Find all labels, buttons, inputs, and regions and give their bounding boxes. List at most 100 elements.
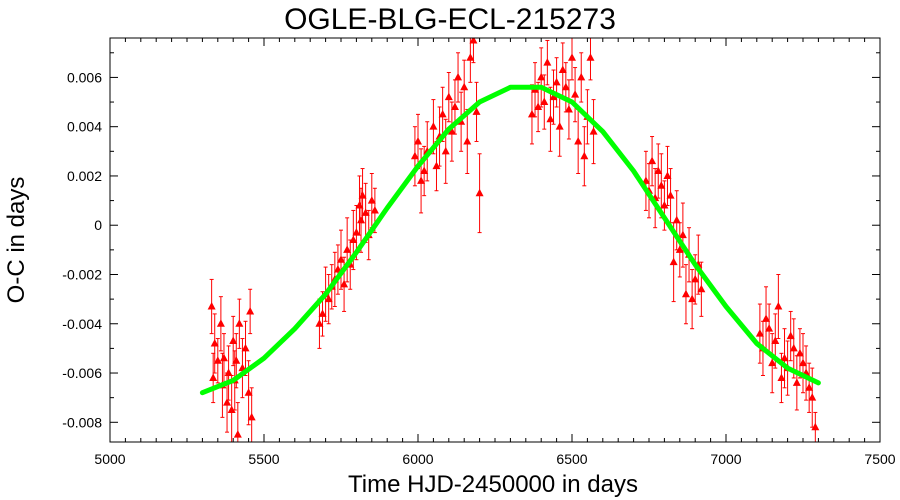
data-point (454, 52, 463, 103)
triangle-marker (223, 398, 232, 406)
data-point (641, 150, 650, 211)
triangle-marker (247, 412, 256, 421)
triangle-marker (463, 136, 472, 145)
data-point (589, 99, 598, 165)
triangle-marker (672, 215, 681, 224)
triangle-marker (669, 257, 678, 266)
triangle-marker (774, 302, 783, 310)
triangle-marker (340, 279, 349, 288)
triangle-marker (549, 92, 558, 101)
data-point (361, 182, 370, 243)
data-point (469, 38, 478, 64)
triangle-marker (241, 343, 250, 352)
data-point (227, 374, 236, 442)
model-line (199, 84, 821, 396)
triangle-marker (444, 92, 453, 101)
triangle-marker (357, 215, 366, 224)
triangle-marker (586, 53, 595, 61)
triangle-marker (543, 58, 552, 66)
data-point (586, 38, 595, 81)
x-tick-label: 5000 (94, 451, 125, 467)
y-tick-label: 0.002 (67, 168, 102, 184)
data-point (213, 338, 222, 384)
triangle-marker (370, 205, 379, 214)
triangle-marker (768, 358, 777, 367)
triangle-marker (367, 196, 376, 204)
data-point (789, 318, 798, 379)
triangle-marker (540, 97, 549, 106)
data-point (229, 315, 238, 367)
data-point (534, 81, 543, 133)
triangle-marker (213, 356, 222, 364)
data-point (805, 362, 814, 413)
data-point (209, 352, 218, 404)
data-point (552, 57, 561, 108)
triangle-marker (808, 393, 817, 401)
triangle-marker (574, 136, 583, 145)
triangle-marker (466, 53, 475, 61)
triangle-marker (765, 324, 774, 332)
triangle-marker (209, 373, 218, 381)
data-point (444, 71, 453, 123)
model-curve (199, 84, 821, 396)
triangle-marker (561, 82, 570, 91)
triangle-marker (216, 319, 225, 327)
triangle-marker (527, 109, 536, 118)
x-tick-label: 5500 (248, 451, 279, 467)
data-point (540, 74, 549, 130)
triangle-marker (641, 176, 650, 184)
triangle-marker (660, 201, 669, 209)
triangle-marker (688, 294, 697, 303)
triangle-marker (555, 122, 564, 130)
y-tick-label: -0.006 (62, 365, 102, 381)
data-point (472, 81, 481, 142)
x-tick-label: 6000 (402, 451, 433, 467)
triangle-marker (795, 348, 804, 357)
triangle-marker (210, 338, 219, 347)
data-point (577, 52, 586, 103)
triangle-marker (777, 373, 786, 381)
triangle-marker (337, 255, 345, 263)
triangle-marker (244, 388, 253, 396)
plot-frame (109, 37, 881, 443)
data-point (466, 38, 475, 83)
triangle-marker (654, 166, 663, 175)
triangle-marker (558, 65, 567, 74)
triangle-marker (537, 72, 546, 81)
triangle-marker (472, 107, 481, 115)
triangle-marker (577, 72, 586, 81)
triangle-marker (657, 181, 666, 189)
triangle-marker (589, 127, 598, 135)
triangle-marker (233, 430, 242, 438)
triangle-marker (469, 38, 478, 44)
triangle-marker (568, 53, 576, 61)
triangle-marker (475, 188, 484, 197)
triangle-marker (552, 77, 561, 86)
data-point (811, 411, 820, 442)
data-point (216, 296, 225, 352)
data-point (438, 86, 447, 142)
triangle-marker (697, 284, 706, 293)
data-point (580, 126, 589, 187)
triangle-marker (324, 294, 333, 303)
x-tick-label: 7000 (710, 451, 741, 467)
data-point (463, 108, 472, 174)
triangle-marker (229, 336, 238, 344)
x-tick-label: 6500 (556, 451, 587, 467)
data-point (571, 67, 580, 123)
data-point (755, 303, 764, 364)
data-point (774, 273, 783, 340)
triangle-marker (315, 319, 324, 327)
triangle-marker (441, 146, 450, 155)
triangle-marker (207, 302, 216, 310)
data-point (358, 168, 367, 224)
triangle-marker (343, 245, 352, 253)
triangle-marker (663, 171, 672, 179)
triangle-marker (349, 235, 358, 243)
triangle-marker (780, 353, 789, 362)
data-point (780, 328, 789, 389)
chart-title: OGLE-BLG-ECL-215273 (284, 3, 616, 36)
data-point (549, 69, 558, 125)
triangle-marker (648, 156, 657, 165)
